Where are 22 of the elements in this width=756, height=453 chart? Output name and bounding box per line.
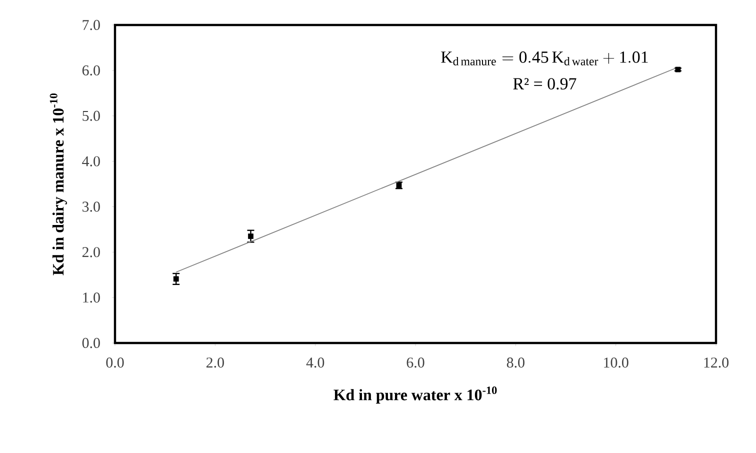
annotation: R² = 0.97	[513, 78, 576, 90]
x-tick-label: 2.0	[206, 358, 224, 368]
y-tick-label: 4.0	[82, 156, 100, 166]
y-tick-label: 7.0	[82, 20, 100, 30]
y-tick-label: 3.0	[82, 202, 100, 212]
x-tick-label: 6.0	[406, 358, 424, 368]
annotation: $\mathrm{K_{d\,manure} = 0.45\,K_{d\,water} + 1.01}$	[441, 51, 648, 66]
y-tick-label: 1.0	[83, 292, 100, 303]
point	[675, 66, 681, 72]
y-tick-label: 2.0	[82, 247, 100, 258]
x-tick-label: 8.0	[506, 358, 524, 368]
x-axis-title: Kd in pure water x 10$^{-10}$	[334, 386, 497, 404]
x-tick-label: 10.0	[604, 358, 628, 368]
y-axis-title: Kd in dairy manure x 10$^{-10}$	[50, 93, 67, 276]
y-tick-label: 6.0	[82, 65, 100, 76]
x-tick-label: 0.0	[106, 358, 124, 368]
y-tick-label: 5.0	[82, 110, 100, 121]
x-tick-label: 12.0	[704, 358, 729, 368]
point	[173, 276, 179, 282]
x-tick-label: 4.0	[306, 358, 324, 368]
y-tick-label: 0.0	[82, 338, 100, 348]
point	[248, 234, 254, 239]
